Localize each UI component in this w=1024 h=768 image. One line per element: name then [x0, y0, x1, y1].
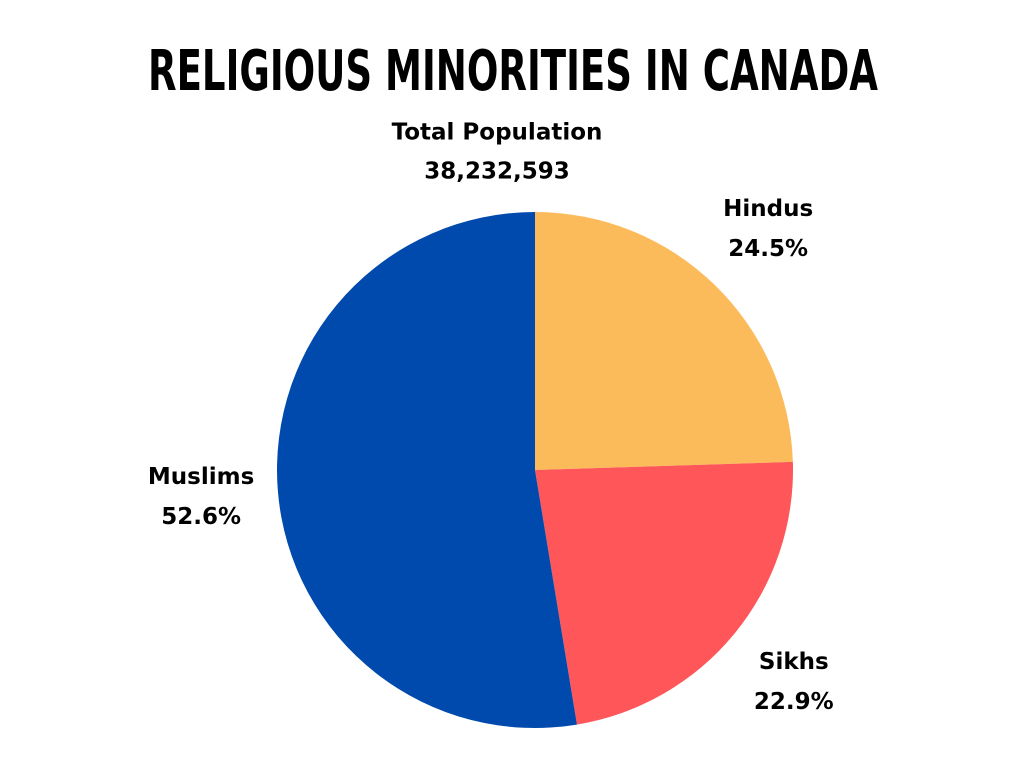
slice-label: Sikhs	[759, 649, 829, 675]
subtitle: Total Population	[392, 120, 603, 146]
value-label: 22.9%	[754, 689, 834, 715]
value-label: 24.5%	[728, 236, 808, 262]
slice-label: Hindus	[723, 196, 813, 222]
subtitle: 38,232,593	[424, 159, 570, 185]
value-label: 52.6%	[161, 504, 241, 530]
pie-slice	[535, 461, 793, 725]
chart-title: RELIGIOUS MINORITIES IN CANADA	[148, 39, 878, 104]
slice-label: Muslims	[148, 464, 254, 490]
pie-slice	[277, 212, 577, 728]
pie-slice	[535, 212, 793, 470]
